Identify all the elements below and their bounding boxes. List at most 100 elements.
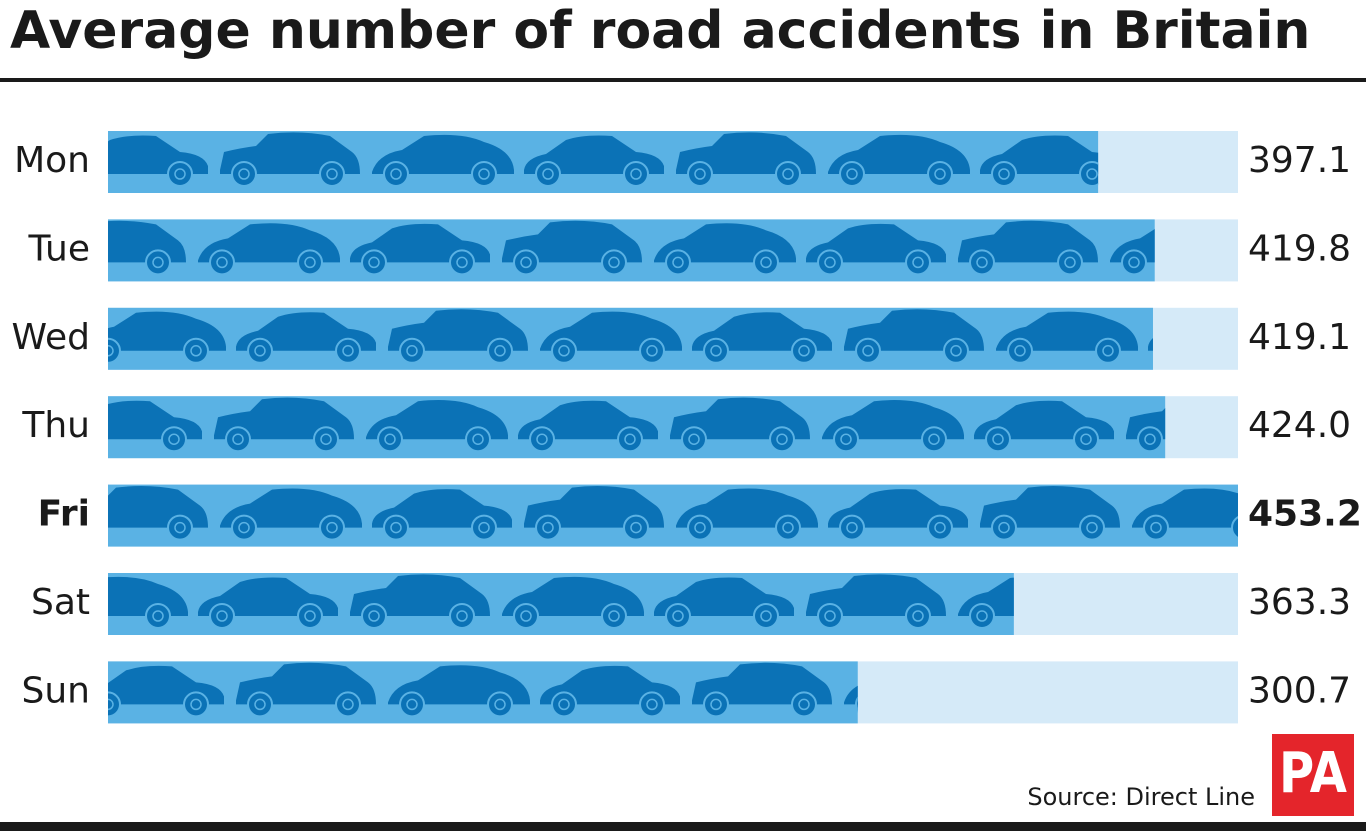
car-wheel <box>383 161 409 187</box>
car-wheel <box>927 161 953 187</box>
category-label: Fri <box>38 494 90 535</box>
car-hub <box>646 345 658 357</box>
car-wheel <box>335 691 361 718</box>
car-wheel <box>231 514 257 541</box>
car-wheel <box>399 691 425 718</box>
car-hub <box>928 433 940 445</box>
car-hub <box>304 256 316 269</box>
car-wheel <box>551 337 577 364</box>
car-wheel <box>1079 161 1099 187</box>
car-wheel <box>319 514 345 541</box>
car-hub <box>672 610 684 622</box>
car-hub <box>824 256 836 269</box>
car-wheel <box>817 249 843 276</box>
car-icons <box>108 574 1014 629</box>
car-hub <box>558 345 570 357</box>
car-hub <box>1064 256 1076 269</box>
car-icon <box>108 220 186 263</box>
car-wheel <box>183 337 209 364</box>
car-icon <box>844 685 858 705</box>
car-hub <box>174 521 186 534</box>
car-hub <box>238 521 250 534</box>
car-wheel <box>167 514 193 541</box>
car-wheel <box>969 603 995 629</box>
car-wheel <box>145 603 171 629</box>
car-wheel <box>753 603 779 629</box>
car-wheel <box>905 249 931 276</box>
car-hub <box>304 610 316 622</box>
car-wheel <box>1057 249 1083 276</box>
car-wheel <box>665 249 691 276</box>
car-hub <box>630 168 642 180</box>
car-hub <box>1080 433 1092 445</box>
car-hub <box>558 698 570 711</box>
car-wheel <box>487 691 513 718</box>
car-wheel <box>108 691 121 718</box>
car-hub <box>1150 521 1162 534</box>
car-hub <box>782 521 794 534</box>
car-hub <box>710 698 722 711</box>
car-wheel <box>665 603 691 629</box>
car-hub <box>840 433 852 445</box>
car-hub <box>976 256 988 269</box>
car-wheel <box>855 337 881 364</box>
car-wheel <box>1137 426 1163 453</box>
car-hub <box>798 698 810 711</box>
car-hub <box>934 521 946 534</box>
car-wheel <box>623 514 649 541</box>
car-hub <box>1086 168 1098 180</box>
car-hub <box>998 521 1010 534</box>
car-hub <box>798 345 810 357</box>
value-label: 424.0 <box>1248 405 1351 446</box>
car-hub <box>216 256 228 269</box>
car-hub <box>326 168 338 180</box>
car-wheel <box>921 426 947 453</box>
car-icons <box>108 132 1099 187</box>
car-hub <box>934 168 946 180</box>
car-wheel <box>487 337 513 364</box>
car-wheel <box>247 337 273 364</box>
car-wheel <box>687 161 713 187</box>
value-label: 419.8 <box>1248 228 1351 269</box>
value-label: 300.7 <box>1248 670 1351 711</box>
car-wheel <box>513 603 539 629</box>
car-icons <box>108 309 1153 364</box>
car-wheel <box>535 161 561 187</box>
car-hub <box>108 345 114 357</box>
car-wheel <box>1073 426 1099 453</box>
car-wheel <box>383 514 409 541</box>
car-icon <box>108 576 188 616</box>
car-wheel <box>167 161 193 187</box>
car-wheel <box>775 514 801 541</box>
car-hub <box>646 698 658 711</box>
car-wheel <box>529 426 555 453</box>
car-wheel <box>465 426 491 453</box>
car-hub <box>536 433 548 445</box>
car-wheel <box>791 691 817 718</box>
car-icons <box>108 662 858 718</box>
car-hub <box>912 256 924 269</box>
car-hub <box>174 168 186 180</box>
bottom-rule <box>0 822 1366 831</box>
car-wheel <box>601 249 627 276</box>
car-hub <box>384 433 396 445</box>
car-wheel <box>535 514 561 541</box>
car-icons <box>108 220 1155 276</box>
car-wheel <box>833 426 859 453</box>
car-wheel <box>753 249 779 276</box>
car-wheel <box>471 514 497 541</box>
car-hub <box>478 521 490 534</box>
car-wheel <box>817 603 843 629</box>
category-label: Wed <box>12 317 91 358</box>
car-hub <box>190 698 202 711</box>
car-hub <box>1128 256 1140 269</box>
car-wheel <box>839 514 865 541</box>
car-wheel <box>231 161 257 187</box>
car-wheel <box>551 691 577 718</box>
car-hub <box>478 168 490 180</box>
car-hub <box>472 433 484 445</box>
car-wheel <box>991 514 1017 541</box>
car-wheel <box>1007 337 1033 364</box>
value-label: 363.3 <box>1248 582 1351 623</box>
